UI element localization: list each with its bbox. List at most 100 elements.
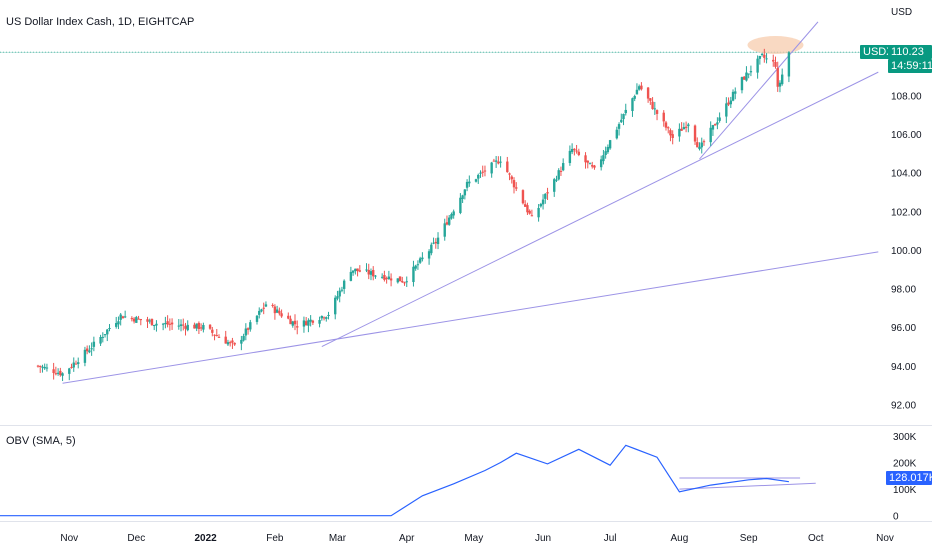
candle-body bbox=[123, 316, 127, 318]
candle-body bbox=[763, 54, 766, 58]
candle-body bbox=[765, 58, 768, 60]
candle-body bbox=[121, 316, 125, 319]
candle-body bbox=[414, 265, 417, 269]
candle-body bbox=[653, 108, 657, 110]
candle-body bbox=[54, 373, 58, 375]
candle-body bbox=[573, 148, 576, 151]
candle-body bbox=[387, 276, 391, 280]
candle-body bbox=[591, 165, 594, 167]
candle-body bbox=[684, 126, 688, 128]
candle-body bbox=[743, 76, 746, 80]
candle-body bbox=[725, 103, 728, 117]
candle-body bbox=[318, 320, 321, 324]
candle-body bbox=[389, 278, 393, 281]
candle-body bbox=[655, 110, 659, 114]
candle-body bbox=[273, 306, 277, 314]
candle-body bbox=[756, 58, 759, 73]
candle-body bbox=[477, 174, 480, 179]
candle-body bbox=[242, 335, 245, 341]
candle-body bbox=[651, 101, 654, 109]
candle-body bbox=[168, 323, 172, 325]
candle-body bbox=[231, 340, 234, 343]
time-tick-label: Jul bbox=[604, 533, 617, 544]
candle-body bbox=[244, 328, 248, 336]
candle-body bbox=[184, 326, 187, 329]
time-tick-label: 2022 bbox=[194, 533, 217, 544]
candle-body bbox=[325, 317, 328, 319]
candle-body bbox=[240, 339, 243, 344]
candle-body bbox=[153, 325, 156, 327]
candle-body bbox=[436, 237, 440, 245]
candle-body bbox=[182, 324, 185, 326]
candle-body bbox=[526, 205, 529, 213]
candle-body bbox=[416, 264, 420, 266]
candle-body bbox=[83, 349, 87, 363]
candle-body bbox=[211, 329, 214, 333]
candle-body bbox=[401, 281, 404, 283]
candle-body bbox=[103, 334, 107, 336]
candle-body bbox=[130, 318, 134, 320]
candle-body bbox=[494, 160, 498, 162]
candle-body bbox=[262, 307, 265, 309]
candle-body bbox=[776, 68, 779, 87]
candle-body bbox=[731, 91, 735, 101]
candle-body bbox=[463, 189, 467, 196]
candle-body bbox=[170, 322, 174, 325]
candle-body bbox=[553, 179, 556, 192]
obv-indicator-title[interactable]: OBV (SMA, 5) bbox=[6, 435, 76, 447]
candle-body bbox=[510, 176, 513, 180]
candle-body bbox=[561, 163, 565, 171]
obv-tick-label: 200K bbox=[893, 459, 917, 470]
candle-body bbox=[434, 241, 437, 244]
candle-body bbox=[608, 140, 612, 149]
candle-body bbox=[293, 320, 297, 325]
price-tick-label: 108.00 bbox=[891, 91, 922, 102]
candle-body bbox=[523, 204, 527, 207]
candle-body bbox=[588, 163, 592, 165]
candle-body bbox=[139, 318, 142, 321]
candle-body bbox=[99, 337, 102, 344]
candle-body bbox=[161, 323, 165, 325]
time-tick-label: Feb bbox=[266, 533, 284, 544]
candle-body bbox=[146, 319, 149, 322]
candle-body bbox=[512, 180, 516, 188]
trendline bbox=[321, 71, 879, 348]
candle-body bbox=[258, 310, 261, 315]
candle-body bbox=[604, 151, 607, 155]
candle-body bbox=[338, 290, 341, 297]
candle-body bbox=[385, 278, 388, 280]
candle-body bbox=[369, 271, 373, 275]
candle-body bbox=[778, 82, 782, 87]
candle-body bbox=[342, 280, 346, 289]
candle-body bbox=[649, 98, 652, 101]
candle-body bbox=[88, 350, 91, 353]
candle-body bbox=[334, 297, 337, 315]
candle-body bbox=[624, 109, 627, 114]
candle-body bbox=[85, 348, 89, 352]
candle-body bbox=[421, 257, 424, 260]
candle-body bbox=[711, 125, 715, 130]
candle-body bbox=[667, 127, 670, 129]
candle-body bbox=[264, 304, 268, 307]
candle-body bbox=[787, 52, 791, 77]
candle-body bbox=[327, 314, 330, 316]
candle-body bbox=[271, 304, 274, 306]
candle-body bbox=[450, 214, 453, 219]
candle-body bbox=[515, 187, 518, 189]
candle-body bbox=[669, 130, 672, 136]
candle-body bbox=[740, 77, 744, 91]
candle-body bbox=[671, 134, 674, 138]
candle-body bbox=[749, 71, 753, 73]
candle-body bbox=[557, 170, 560, 180]
candle-body bbox=[226, 342, 230, 345]
candle-body bbox=[555, 179, 558, 181]
symbol-tag: USDX bbox=[860, 45, 897, 59]
candle-body bbox=[584, 155, 587, 163]
obv-tick-label: 300K bbox=[893, 432, 917, 443]
candle-body bbox=[291, 321, 294, 326]
candle-body bbox=[606, 146, 610, 153]
candle-body bbox=[403, 282, 406, 284]
candle-body bbox=[459, 197, 462, 213]
price-tick-label: 104.00 bbox=[891, 169, 922, 180]
